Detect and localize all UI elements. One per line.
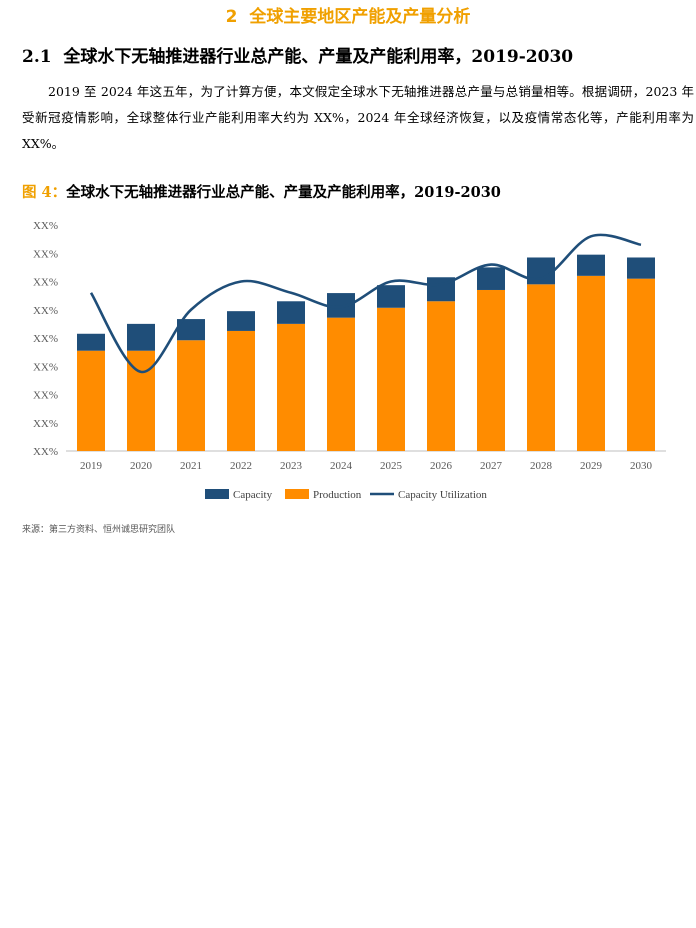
capacity-production-chart: XX% XX% XX% XX% XX% XX% XX% XX% XX% 2019 2020 2021 2… — [33, 220, 666, 501]
subsection-number: 2.1 — [22, 47, 52, 67]
capacity-bar — [177, 319, 205, 341]
capacity-bar — [227, 311, 255, 331]
legend-production-swatch — [285, 489, 309, 499]
x-tick-label: 2028 — [530, 460, 553, 472]
y-tick-label: XX% — [33, 248, 58, 260]
x-tick-label: 2026 — [430, 460, 453, 472]
section-number: 2 — [225, 7, 238, 27]
figure-caption: 图 4：全球水下无轴推进器行业总产能、产量及产能利用率，2019-2030 — [22, 181, 501, 202]
production-bar — [327, 317, 355, 451]
capacity-bar — [377, 285, 405, 308]
y-tick-label: XX% — [33, 277, 58, 289]
legend-capacity-label: Capacity — [233, 489, 273, 501]
capacity-bar — [77, 333, 105, 351]
x-tick-label: 2020 — [130, 460, 153, 472]
legend-production-label: Production — [313, 489, 362, 501]
production-bar — [477, 289, 505, 451]
x-tick-label: 2023 — [280, 460, 303, 472]
x-tick-label: 2027 — [480, 460, 503, 472]
figure-title: 全球水下无轴推进器行业总产能、产量及产能利用率，2019-2030 — [66, 184, 501, 201]
y-tick-label: XX% — [33, 446, 58, 458]
utilization-line — [89, 233, 642, 374]
body-paragraph: 2019 至 2024 年这五年，为了计算方便，本文假定全球水下无轴推进器总产量… — [22, 84, 694, 151]
capacity-bar — [627, 257, 655, 279]
production-bar — [77, 350, 105, 451]
production-bar — [377, 307, 405, 451]
y-tick-label: XX% — [33, 361, 58, 373]
legend-utilization-label: Capacity Utilization — [398, 489, 487, 501]
capacity-bar — [527, 257, 555, 285]
production-bar — [227, 330, 255, 451]
figure-prefix: 图 4： — [22, 184, 67, 201]
source-note: 来源：第三方资料、恒州诚思研究团队 — [22, 525, 176, 535]
capacity-bar — [577, 254, 605, 276]
x-tick-label: 2019 — [80, 460, 103, 472]
x-tick-label: 2025 — [380, 460, 403, 472]
section-title-text: 全球主要地区产能及产量分析 — [249, 7, 471, 27]
x-tick-label: 2030 — [630, 460, 653, 472]
x-tick-label: 2024 — [330, 460, 353, 472]
y-tick-label: XX% — [33, 220, 58, 232]
y-tick-label: XX% — [33, 305, 58, 317]
x-tick-label: 2022 — [230, 460, 252, 472]
production-bar — [527, 284, 555, 451]
y-tick-label: XX% — [33, 390, 58, 402]
production-bar — [177, 340, 205, 451]
y-tick-label: XX% — [33, 333, 58, 345]
section-title: 2 全球主要地区产能及产量分析 — [0, 2, 696, 27]
capacity-bar — [277, 301, 305, 324]
production-bar — [277, 323, 305, 451]
x-tick-label: 2029 — [580, 460, 603, 472]
legend-capacity-swatch — [205, 489, 229, 499]
subsection-title: 2.1 全球水下无轴推进器行业总产能、产量及产能利用率，2019-2030 — [22, 42, 573, 67]
production-bar — [427, 301, 455, 451]
production-bar — [577, 275, 605, 451]
subsection-title-text: 全球水下无轴推进器行业总产能、产量及产能利用率，2019-2030 — [63, 47, 574, 67]
x-tick-label: 2021 — [180, 460, 202, 472]
capacity-bar — [477, 267, 505, 290]
production-bar — [627, 278, 655, 451]
capacity-bar — [127, 323, 155, 351]
y-tick-label: XX% — [33, 418, 58, 430]
